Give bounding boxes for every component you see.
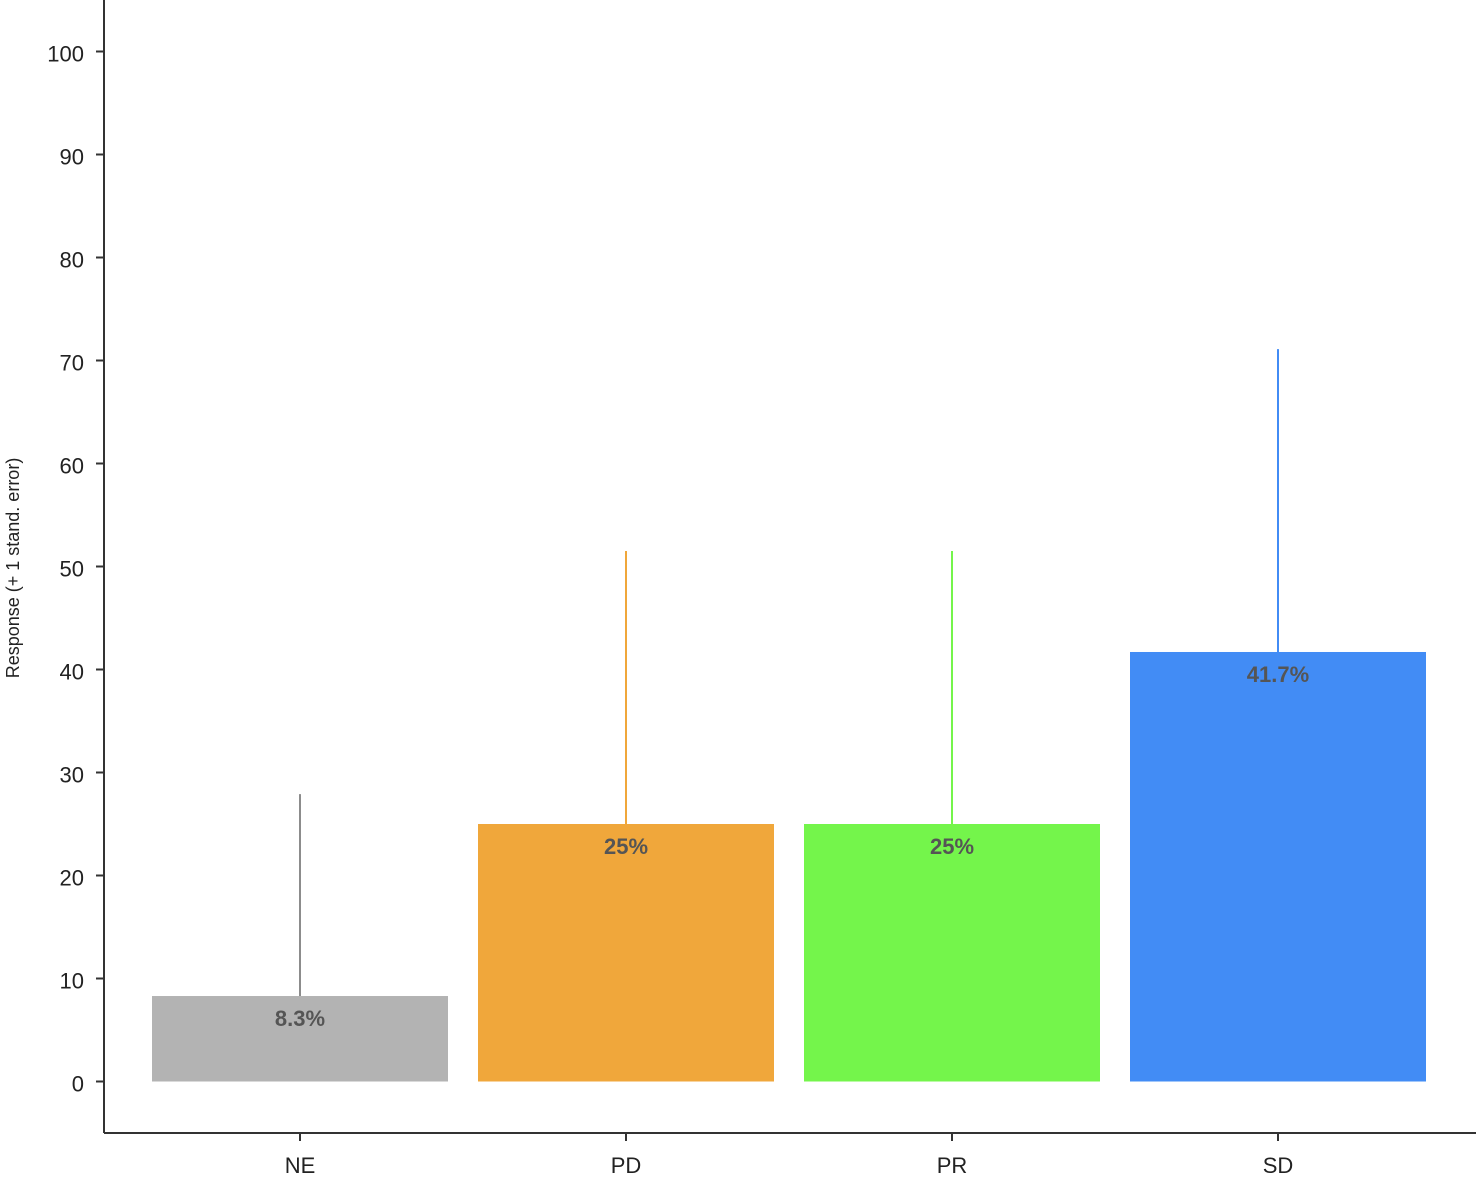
value-label: 8.3%	[275, 1006, 325, 1031]
y-tick-label: 50	[60, 556, 84, 581]
y-tick-label: 80	[60, 247, 84, 272]
y-tick-label: 100	[47, 41, 84, 66]
bar	[152, 996, 448, 1082]
y-tick-label: 40	[60, 659, 84, 684]
y-tick-label: 30	[60, 762, 84, 787]
x-tick-label: PD	[611, 1153, 642, 1178]
y-axis-label: Response (+ 1 stand. error)	[3, 458, 23, 679]
bar	[478, 824, 774, 1082]
value-label: 41.7%	[1247, 662, 1309, 687]
bar	[1130, 651, 1426, 1082]
y-tick-label: 70	[60, 350, 84, 375]
bar	[804, 824, 1100, 1082]
value-label: 25%	[930, 834, 974, 859]
x-tick-label: NE	[285, 1153, 316, 1178]
y-tick-label: 20	[60, 865, 84, 890]
y-tick-label: 60	[60, 453, 84, 478]
x-tick-label: PR	[937, 1153, 968, 1178]
y-tick-label: 10	[60, 968, 84, 993]
value-label: 25%	[604, 834, 648, 859]
y-tick-label: 90	[60, 144, 84, 169]
y-tick-label: 0	[72, 1071, 84, 1096]
x-tick-label: SD	[1263, 1153, 1294, 1178]
